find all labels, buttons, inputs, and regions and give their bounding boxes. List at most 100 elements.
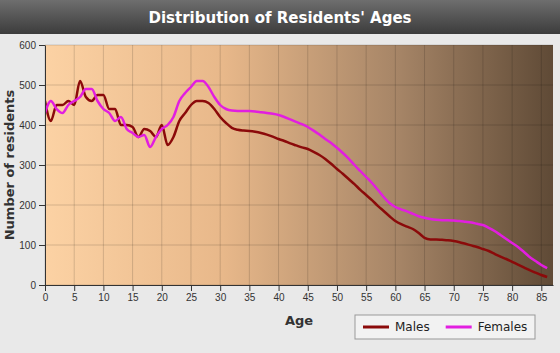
title-bar — [0, 0, 560, 34]
y-tick: 600 — [19, 40, 45, 51]
x-tick: 10 — [98, 285, 110, 303]
x-tick-label: 85 — [536, 292, 548, 303]
x-tick-mark — [133, 285, 134, 291]
x-tick-mark — [512, 285, 513, 291]
y-tick-mark — [39, 125, 45, 126]
x-tick-label: 60 — [390, 292, 402, 303]
x-tick-mark — [483, 285, 484, 291]
x-tick-mark — [45, 285, 46, 291]
x-tick-mark — [541, 285, 542, 291]
x-tick: 70 — [449, 285, 461, 303]
x-tick-label: 25 — [186, 292, 198, 303]
x-tick-mark — [279, 285, 280, 291]
x-tick-mark — [337, 285, 338, 291]
x-tick-label: 35 — [244, 292, 256, 303]
y-tick-label: 600 — [19, 40, 36, 51]
x-tick-mark — [220, 285, 221, 291]
legend-box — [355, 315, 535, 339]
legend-label: Males — [395, 320, 430, 334]
x-tick-label: 30 — [215, 292, 227, 303]
x-tick-mark — [103, 285, 104, 291]
y-tick-label: 400 — [19, 120, 36, 131]
y-axis-title: Number of residents — [2, 89, 17, 240]
x-tick-label: 45 — [303, 292, 315, 303]
y-tick: 300 — [19, 160, 45, 171]
x-tick-mark — [454, 285, 455, 291]
x-tick: 50 — [332, 285, 344, 303]
grid-line-y — [45, 245, 553, 246]
x-tick-label: 40 — [274, 292, 286, 303]
x-tick-mark — [74, 285, 75, 291]
y-tick: 100 — [19, 240, 45, 251]
y-tick-mark — [39, 205, 45, 206]
plot-background — [45, 45, 553, 285]
x-tick: 45 — [303, 285, 315, 303]
x-tick-label: 65 — [419, 292, 431, 303]
x-tick-mark — [395, 285, 396, 291]
x-tick: 80 — [507, 285, 519, 303]
x-tick: 0 — [43, 285, 49, 303]
y-tick-label: 100 — [19, 240, 36, 251]
x-tick-label: 70 — [449, 292, 461, 303]
legend-swatch — [446, 326, 472, 329]
x-tick: 60 — [390, 285, 402, 303]
x-tick-mark — [366, 285, 367, 291]
legend: Males Females — [355, 315, 535, 339]
x-tick-label: 80 — [507, 292, 519, 303]
y-axis: 0 100 200 300 400 500 600 — [19, 40, 45, 291]
x-tick: 35 — [244, 285, 256, 303]
y-tick: 0 — [30, 280, 45, 291]
x-tick-label: 0 — [43, 292, 49, 303]
y-tick-mark — [39, 165, 45, 166]
y-tick-mark — [39, 85, 45, 86]
grid-line-y — [45, 165, 553, 166]
x-tick: 55 — [361, 285, 373, 303]
x-tick-label: 75 — [478, 292, 490, 303]
series-line — [45, 81, 547, 277]
legend-swatch — [363, 326, 389, 329]
x-tick: 75 — [478, 285, 490, 303]
x-tick-mark — [191, 285, 192, 291]
x-axis-title: Age — [285, 313, 313, 328]
y-tick-label: 500 — [19, 80, 36, 91]
x-tick-mark — [249, 285, 250, 291]
series-lines — [45, 81, 547, 277]
y-tick: 200 — [19, 200, 45, 211]
x-tick-label: 15 — [128, 292, 140, 303]
x-axis: 0 5 10 15 20 25 30 35 40 45 50 55 60 65 70 75 80 85 — [43, 285, 554, 303]
x-tick-mark — [162, 285, 163, 291]
x-tick-label: 55 — [361, 292, 373, 303]
x-tick-label: 10 — [98, 292, 110, 303]
x-tick: 65 — [419, 285, 431, 303]
grid-line-y — [45, 45, 553, 46]
grid-line-y — [45, 85, 553, 86]
y-tick-mark — [39, 245, 45, 246]
x-tick: 20 — [157, 285, 169, 303]
x-axis-line — [46, 285, 554, 286]
y-tick: 400 — [19, 120, 45, 131]
y-tick-mark — [39, 285, 45, 286]
x-tick: 85 — [536, 285, 548, 303]
x-tick-mark — [308, 285, 309, 291]
y-tick-label: 200 — [19, 200, 36, 211]
legend-label: Females — [478, 320, 528, 334]
y-axis-line — [45, 46, 46, 286]
grid — [45, 45, 553, 285]
series-line — [45, 81, 547, 268]
x-tick-mark — [425, 285, 426, 291]
grid-line-y — [45, 205, 553, 206]
y-tick: 500 — [19, 80, 45, 91]
x-tick-label: 20 — [157, 292, 169, 303]
x-tick-label: 5 — [72, 292, 78, 303]
y-tick-mark — [39, 45, 45, 46]
x-tick: 15 — [128, 285, 140, 303]
x-tick-label: 50 — [332, 292, 344, 303]
y-tick-label: 300 — [19, 160, 36, 171]
y-tick-label: 0 — [30, 280, 36, 291]
chart-title: Distribution of Residents' Ages — [149, 9, 412, 27]
x-tick: 40 — [274, 285, 286, 303]
grid-line-y — [45, 285, 553, 286]
x-tick: 5 — [72, 285, 78, 303]
x-tick: 30 — [215, 285, 227, 303]
x-tick: 25 — [186, 285, 198, 303]
